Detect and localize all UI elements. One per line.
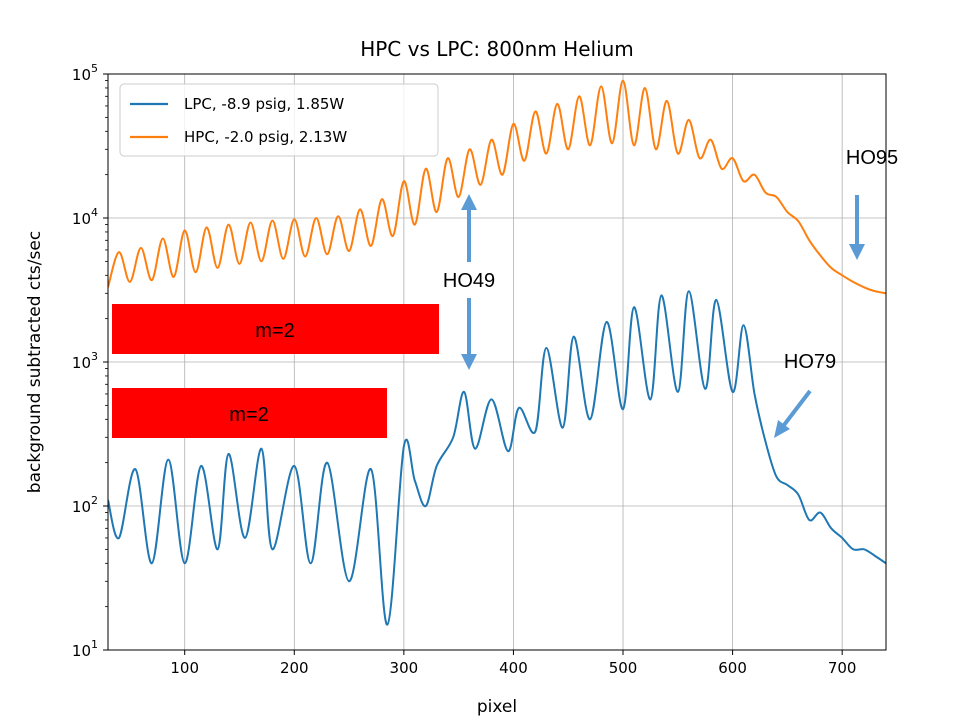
x-tick-label: 700 bbox=[828, 659, 857, 677]
legend-label-hpc: HPC, -2.0 psig, 2.13W bbox=[184, 128, 347, 146]
legend-label-lpc: LPC, -8.9 psig, 1.85W bbox=[184, 95, 344, 113]
y-axis-label: background subtracted cts/sec bbox=[25, 231, 45, 493]
series-line-lpc bbox=[108, 290, 886, 626]
x-tick-label: 200 bbox=[280, 659, 309, 677]
series-line-hpc bbox=[108, 79, 886, 295]
x-axis-label: pixel bbox=[477, 697, 517, 717]
m2-box-lower bbox=[112, 388, 387, 438]
legend: LPC, -8.9 psig, 1.85W HPC, -2.0 psig, 2.… bbox=[119, 83, 439, 157]
m2-box-upper bbox=[112, 304, 439, 354]
ho79-arrow-shaft bbox=[782, 389, 812, 427]
y-ticks: 101 102 103 104 105 bbox=[72, 62, 108, 660]
ho79-arrow bbox=[774, 389, 812, 438]
ho49-arrow-up-head bbox=[461, 194, 477, 210]
x-tick-label: 100 bbox=[170, 659, 199, 677]
series-layer bbox=[108, 79, 886, 626]
x-ticks: 100 200 300 400 500 600 700 bbox=[170, 650, 856, 677]
y-tick-label: 101 bbox=[72, 638, 98, 660]
y-tick-label: 105 bbox=[72, 62, 98, 84]
m2-label-upper: m=2 bbox=[255, 320, 294, 342]
legend-frame bbox=[119, 83, 439, 157]
y-tick-label: 103 bbox=[72, 350, 98, 372]
y-tick-label: 104 bbox=[72, 206, 98, 228]
ho95-arrow bbox=[849, 195, 865, 260]
x-tick-label: 300 bbox=[390, 659, 419, 677]
ho95-arrow-head bbox=[849, 244, 865, 260]
ho49-arrows bbox=[461, 194, 477, 370]
ho95-label: HO95 bbox=[846, 147, 898, 169]
ho49-arrow-down-head bbox=[461, 354, 477, 370]
x-tick-label: 400 bbox=[499, 659, 528, 677]
x-tick-label: 600 bbox=[718, 659, 747, 677]
y-tick-label: 102 bbox=[72, 494, 98, 516]
ho79-label: HO79 bbox=[784, 351, 836, 373]
chart-title: HPC vs LPC: 800nm Helium bbox=[360, 37, 634, 61]
m2-label-lower: m=2 bbox=[229, 404, 268, 426]
ho49-label: HO49 bbox=[443, 270, 495, 292]
ho79-arrow-head bbox=[774, 420, 790, 438]
x-tick-label: 500 bbox=[609, 659, 638, 677]
